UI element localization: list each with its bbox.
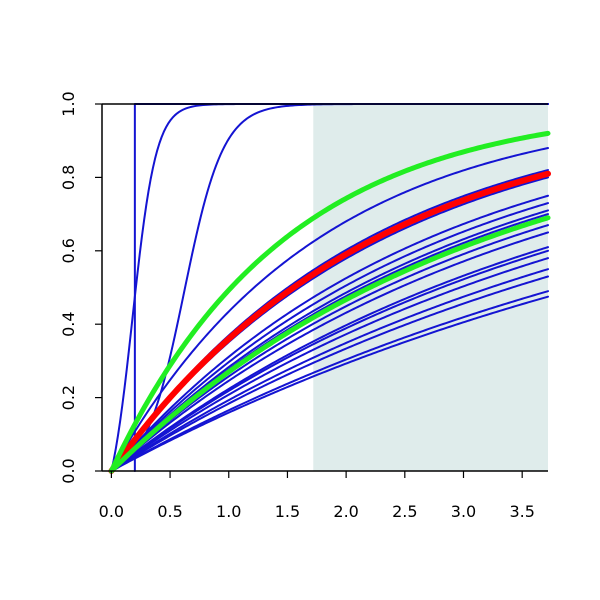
series-line-blue-7 — [110, 202, 549, 472]
y-tick-label: 0.2 — [59, 385, 78, 410]
series-line-blue-14 — [110, 257, 549, 472]
y-ticks: 0.0 0.2 0.4 0.6 0.8 1.0 — [59, 91, 102, 484]
x-tick-label: 0.5 — [157, 502, 182, 521]
x-tick-label: 1.0 — [216, 502, 241, 521]
series-line-blue-13 — [110, 249, 549, 472]
x-tick-label: 3.5 — [509, 502, 534, 521]
series-line-blue-6 — [110, 194, 549, 472]
series-line-blue-11 — [110, 231, 549, 472]
x-tick-label: 0.0 — [99, 502, 124, 521]
series-line-blue-16 — [110, 275, 549, 472]
axis-layer — [101, 103, 548, 472]
x-tick-label: 1.5 — [275, 502, 300, 521]
series-line-blue-8 — [110, 209, 549, 472]
series-line-blue-12 — [110, 246, 549, 472]
series-line-blue-17 — [110, 290, 549, 472]
y-tick-label: 0.4 — [59, 311, 78, 336]
y-tick-label: 0.0 — [59, 458, 78, 483]
series-line-blue-18 — [110, 295, 549, 472]
y-tick-label: 0.6 — [59, 238, 78, 263]
x-ticks: 0.0 0.5 1.0 1.5 2.0 2.5 3.0 3.5 — [99, 471, 535, 521]
y-tick-label: 1.0 — [59, 91, 78, 116]
x-tick-label: 3.0 — [451, 502, 476, 521]
series-line-red-19 — [108, 170, 551, 474]
series-line-blue-15 — [110, 268, 549, 472]
x-tick-label: 2.5 — [392, 502, 417, 521]
series-line-green-20 — [108, 215, 551, 474]
y-tick-label: 0.8 — [59, 165, 78, 190]
series-line-blue-3 — [110, 147, 549, 472]
x-tick-label: 2.0 — [333, 502, 358, 521]
series-line-green-21 — [108, 130, 551, 474]
series-layer — [108, 103, 551, 474]
